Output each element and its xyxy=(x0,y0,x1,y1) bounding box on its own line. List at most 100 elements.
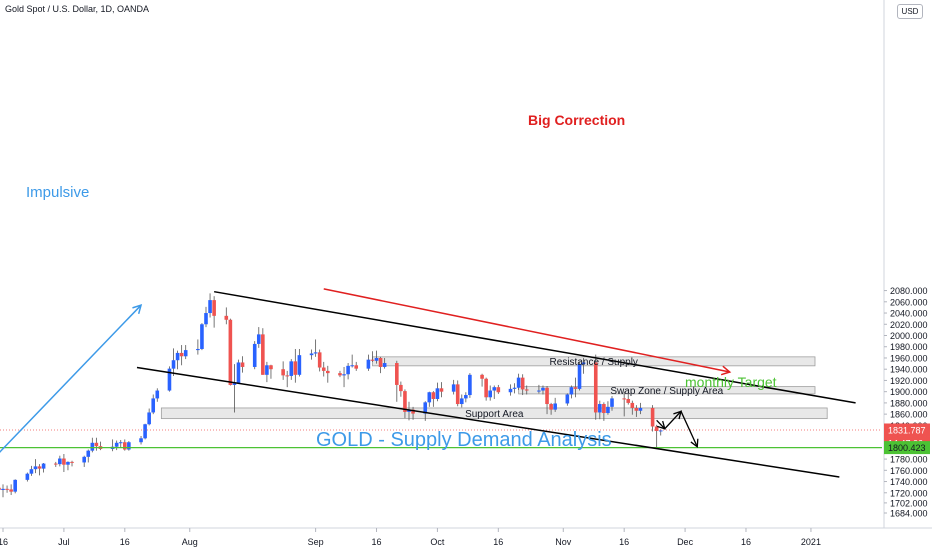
candle-body xyxy=(658,430,663,432)
bull-candle xyxy=(598,400,602,420)
projection-arrowhead xyxy=(673,410,682,420)
price-tick-label: 2080.000 xyxy=(890,286,928,296)
candle-body xyxy=(565,394,570,404)
price-tick-label: 1702.000 xyxy=(890,498,928,508)
bull-candle xyxy=(435,382,440,402)
bull-candle xyxy=(342,366,346,388)
candle-body xyxy=(431,392,436,399)
candle-body xyxy=(577,364,582,389)
candle-body xyxy=(520,377,525,390)
time-tick-label: 16 xyxy=(120,537,130,547)
candle-body xyxy=(378,357,383,367)
candle-body xyxy=(370,359,375,361)
candle-body xyxy=(423,402,428,414)
bear-candle xyxy=(212,296,216,328)
bear-candle xyxy=(321,361,326,377)
bull-candle xyxy=(58,455,62,467)
candle-body xyxy=(82,456,86,463)
candle-body xyxy=(240,362,245,367)
candle-body xyxy=(496,387,501,393)
bull-candle xyxy=(350,354,354,368)
price-tick-label: 2060.000 xyxy=(890,297,928,307)
bull-candle xyxy=(90,437,95,453)
bear-candle xyxy=(123,439,127,451)
channel-lower-line xyxy=(136,366,840,478)
bear-candle xyxy=(602,402,606,421)
candle-body xyxy=(484,378,488,398)
bull-candle xyxy=(13,479,17,494)
candle-body xyxy=(455,384,460,405)
bull-candle xyxy=(200,323,204,351)
bull-candle xyxy=(374,350,379,364)
zone-label: Support Area xyxy=(465,409,524,420)
candle-body xyxy=(638,407,643,411)
candle-body xyxy=(309,353,314,356)
candle-body xyxy=(37,466,42,469)
bull-candle xyxy=(256,327,261,348)
bull-candle xyxy=(232,364,237,413)
bull-candle xyxy=(346,363,350,380)
bull-candle xyxy=(459,394,464,408)
candle-body xyxy=(118,442,123,444)
candle-body xyxy=(321,367,326,371)
bull-candle xyxy=(66,461,70,471)
bull-candle xyxy=(196,339,200,355)
price-tick-label: 2000.000 xyxy=(890,331,928,341)
bull-candle xyxy=(265,361,269,383)
currency-badge[interactable]: USD xyxy=(897,4,923,19)
candle-body xyxy=(634,407,639,411)
candle-body xyxy=(537,390,541,392)
candle-body xyxy=(1,488,5,490)
bull-candle xyxy=(581,357,586,374)
candle-body xyxy=(602,404,606,414)
bear-candle xyxy=(520,374,525,396)
bull-candle xyxy=(297,348,302,377)
candle-body xyxy=(581,362,586,365)
bull-candle xyxy=(167,366,172,392)
price-tick-label: 1880.000 xyxy=(890,398,928,408)
candle-body xyxy=(459,398,464,405)
candle-body xyxy=(598,404,602,413)
candle-body xyxy=(326,370,330,374)
bull-candle xyxy=(508,384,513,396)
bull-candle xyxy=(1,484,5,498)
bear-candle xyxy=(480,373,484,387)
candle-body xyxy=(269,365,273,370)
bear-candle xyxy=(70,460,74,467)
candle-body xyxy=(512,387,517,389)
candle-body xyxy=(127,442,131,450)
bull-candle xyxy=(366,354,371,371)
price-tick-label: 1760.000 xyxy=(890,466,928,476)
candle-body xyxy=(252,343,257,367)
candle-body xyxy=(33,466,38,470)
zone-label: Swap Zone / Supply Area xyxy=(610,386,723,397)
bear-candle xyxy=(630,400,635,415)
bull-candle xyxy=(183,345,188,360)
candle-body xyxy=(650,407,655,427)
price-tick-label: 1920.000 xyxy=(890,376,928,386)
time-tick-label: Sep xyxy=(308,537,324,547)
bear-candle xyxy=(338,370,342,378)
analysis-title: GOLD - Supply Demand Analysis xyxy=(316,429,612,451)
zone-box xyxy=(518,386,816,395)
bear-candle xyxy=(281,361,285,380)
bull-candle xyxy=(512,383,517,394)
monthly-target-label: monthly Target xyxy=(685,374,777,390)
bear-candle xyxy=(224,307,229,325)
candle-body xyxy=(62,458,66,465)
price-tick-label: 1900.000 xyxy=(890,387,928,397)
impulse-arrow-line xyxy=(0,304,142,453)
candle-body xyxy=(338,373,342,376)
bear-candle xyxy=(94,437,99,451)
candle-body xyxy=(622,398,626,400)
last-price-tag-bg xyxy=(884,423,930,437)
candle-body xyxy=(366,359,371,369)
bear-candle xyxy=(626,393,631,405)
candle-body xyxy=(289,361,294,376)
candle-body xyxy=(553,403,557,410)
bull-candle xyxy=(610,396,614,411)
candle-body xyxy=(13,479,17,492)
bear-candle xyxy=(622,391,626,417)
bull-candle xyxy=(33,459,38,474)
